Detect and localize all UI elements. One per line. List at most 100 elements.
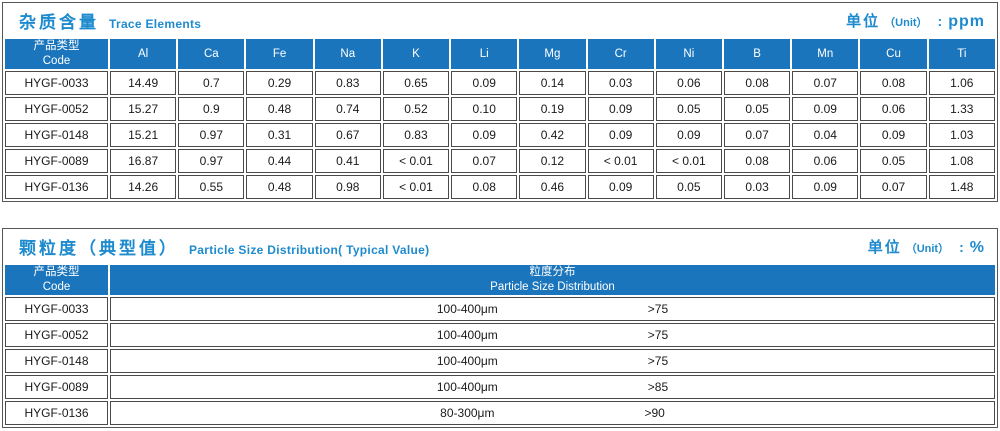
value-cell: 15.21 [110,123,177,147]
value-cell: 0.09 [451,71,518,95]
value-cell: 0.41 [314,149,381,173]
value-cell: 0.46 [519,175,586,199]
trace-element-header: Mg [519,39,586,69]
value-cell: 0.09 [587,123,654,147]
percent-value: >75 [647,354,669,368]
particle-code-header-en: Code [42,281,71,293]
value-cell: 0.97 [178,123,245,147]
row-code: HYGF-0148 [5,349,108,373]
table-row: HYGF-0148 15.21 0.97 0.31 0.67 0.83 0.09 0.42 0.… [5,123,995,147]
value-cell: < 0.01 [382,175,450,199]
distribution-cell: 100-400μm >75 [110,323,995,347]
distribution-inner: 80-300μm >90 [111,406,994,420]
table-row: HYGF-0033 100-400μm >75 [5,297,995,321]
trace-element-header: Cr [587,39,654,69]
trace-code-header-cn: 产品类型 [33,40,80,53]
trace-elements-section: 杂质含量 Trace Elements 单位 （Unit） : ppm 产品类型… [2,2,998,202]
distribution-cell: 100-400μm >75 [110,297,995,321]
value-cell: 0.19 [519,97,586,121]
value-cell: 1.33 [928,97,995,121]
trace-table-body: HYGF-0033 14.49 0.7 0.29 0.83 0.65 0.09 0.14 0.0… [5,71,995,199]
size-range: 100-400μm [436,328,498,342]
value-cell: 0.03 [723,175,791,199]
particle-dist-header-cn: 粒度分布 [529,266,576,279]
trace-title: 杂质含量 Trace Elements [19,8,201,33]
row-code: HYGF-0089 [5,375,108,399]
value-cell: 0.09 [860,123,927,147]
value-cell: 0.09 [792,97,859,121]
row-code: HYGF-0033 [5,297,108,321]
percent-value: >90 [644,406,665,420]
value-cell: 0.67 [314,123,381,147]
particle-header-row: 产品类型 Code 粒度分布 Particle Size Distributio… [5,265,995,295]
value-cell: 0.05 [860,149,927,173]
row-code: HYGF-0148 [5,123,108,147]
trace-title-cn: 杂质含量 [19,12,99,32]
table-row: HYGF-0136 80-300μm >90 [5,401,995,425]
particle-unit-label-cn: 单位 [867,238,902,256]
value-cell: 0.29 [246,71,313,95]
value-cell: 0.08 [723,149,791,173]
value-cell: 0.06 [655,71,722,95]
value-cell: 0.07 [451,149,518,173]
value-cell: 0.65 [382,71,450,95]
particle-title-cn: 颗粒度（典型值） [19,238,179,258]
trace-unit-colon: : [937,12,943,29]
particle-code-header-cn: 产品类型 [33,266,80,279]
distribution-inner: 100-400μm >75 [111,302,994,316]
value-cell: 0.08 [860,71,927,95]
distribution-cell: 80-300μm >90 [110,401,995,425]
table-row: HYGF-0052 100-400μm >75 [5,323,995,347]
value-cell: 16.87 [110,149,177,173]
trace-element-header: K [382,39,450,69]
value-cell: 0.7 [178,71,245,95]
trace-unit: 单位 （Unit） : ppm [846,10,985,31]
value-cell: < 0.01 [587,149,654,173]
particle-title-en: Particle Size Distribution( Typical Valu… [189,242,430,257]
table-row: HYGF-0089 16.87 0.97 0.44 0.41 < 0.01 0.07 0.12… [5,149,995,173]
value-cell: 0.83 [314,71,381,95]
particle-unit-colon: : [959,238,964,255]
particle-size-section: 颗粒度（典型值） Particle Size Distribution( Typ… [2,228,998,428]
value-cell: 0.98 [314,175,381,199]
trace-unit-value: ppm [948,12,985,30]
value-cell: 0.48 [246,175,313,199]
table-row: HYGF-0136 14.26 0.55 0.48 0.98 < 0.01 0.08 0.46… [5,175,995,199]
table-row: HYGF-0052 15.27 0.9 0.48 0.74 0.52 0.10 0.19 0.0… [5,97,995,121]
size-range: 100-400μm [436,380,498,394]
size-range: 100-400μm [436,354,498,368]
value-cell: 0.06 [860,97,927,121]
size-range: 100-400μm [436,302,498,316]
value-cell: 1.06 [928,71,995,95]
value-cell: 0.74 [314,97,381,121]
distribution-inner: 100-400μm >75 [111,354,994,368]
trace-table: 产品类型 Code Al Ca Fe Na K Li Mg Cr Ni B Mn Cu Ti HYGF-… [3,37,997,201]
value-cell: 15.27 [110,97,177,121]
particle-unit: 单位 （Unit） : % [868,236,985,257]
value-cell: 0.97 [178,149,245,173]
value-cell: 1.08 [928,149,995,173]
trace-element-header: B [723,39,791,69]
table-row: HYGF-0148 100-400μm >75 [5,349,995,373]
row-code: HYGF-0052 [5,97,108,121]
trace-element-header: Ca [178,39,245,69]
percent-value: >85 [647,380,669,394]
trace-title-bar: 杂质含量 Trace Elements 单位 （Unit） : ppm [3,3,997,37]
percent-value: >75 [647,328,669,342]
particle-title: 颗粒度（典型值） Particle Size Distribution( Typ… [19,234,429,259]
particle-table: 产品类型 Code 粒度分布 Particle Size Distributio… [3,263,997,427]
trace-unit-label-cn: 单位 [846,12,881,30]
value-cell: 1.03 [928,123,995,147]
value-cell: 1.48 [928,175,995,199]
value-cell: 0.04 [792,123,859,147]
value-cell: 0.09 [655,123,722,147]
value-cell: 0.10 [451,97,518,121]
value-cell: 14.49 [110,71,177,95]
trace-title-en: Trace Elements [109,16,202,31]
value-cell: 0.03 [587,71,654,95]
value-cell: 0.09 [587,175,654,199]
particle-unit-value: % [969,238,985,256]
value-cell: < 0.01 [655,149,722,173]
trace-element-header: Li [451,39,518,69]
